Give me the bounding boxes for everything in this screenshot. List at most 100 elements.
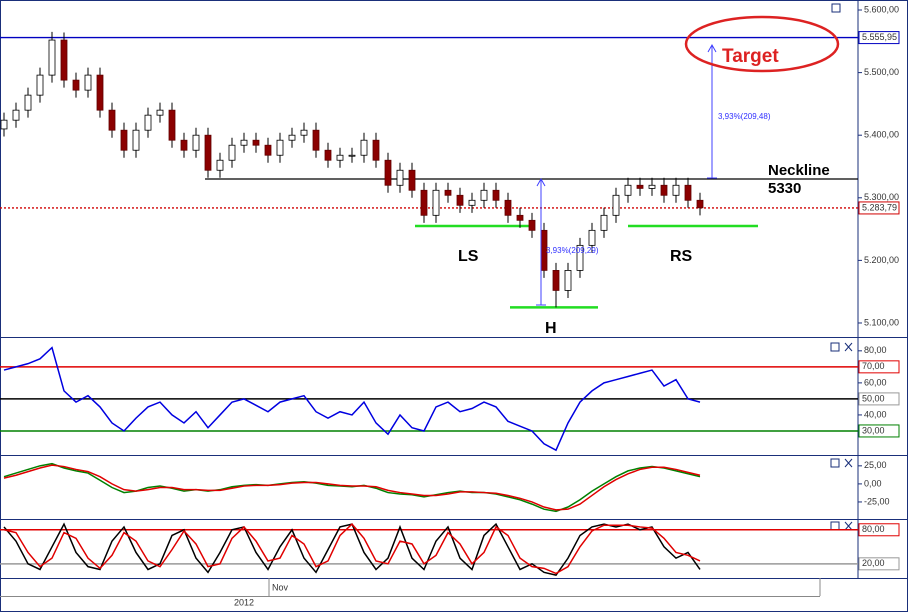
candle-body xyxy=(144,114,152,131)
annotation: RS xyxy=(670,248,693,265)
candle-body xyxy=(612,194,620,216)
candle-body xyxy=(132,129,140,151)
candle-body xyxy=(372,139,380,161)
candle-body xyxy=(120,129,128,151)
year-label: 2012 xyxy=(234,597,254,607)
candle-body xyxy=(264,144,272,156)
candle-body xyxy=(348,154,356,157)
level-label-box xyxy=(858,424,900,438)
candle-body xyxy=(228,144,236,161)
candle-body xyxy=(444,189,452,196)
candle-body xyxy=(180,139,188,151)
annotation: Target xyxy=(722,46,779,67)
candle-body xyxy=(552,270,560,291)
candle-body xyxy=(24,94,32,111)
candle-body xyxy=(648,184,656,189)
candle-body xyxy=(528,219,536,231)
candle-body xyxy=(336,154,344,161)
level-label: 70,00 xyxy=(862,361,885,371)
candle-body xyxy=(684,184,692,201)
indicator-line xyxy=(3,464,701,511)
candle-body xyxy=(516,214,524,221)
y-tick-label: 5.200,00 xyxy=(864,255,899,265)
candle-body xyxy=(0,119,8,130)
annotation: H xyxy=(545,320,557,337)
candle-body xyxy=(312,129,320,151)
candle-body xyxy=(324,149,332,161)
y-tick-label: 5.600,00 xyxy=(864,4,899,14)
candle-body xyxy=(108,109,116,131)
candle-body xyxy=(36,74,44,96)
candle-body xyxy=(672,184,680,196)
y-tick-label: 5.100,00 xyxy=(864,317,899,327)
level-label: 5.283,79 xyxy=(862,202,897,212)
candle-body xyxy=(72,79,80,91)
candle-body xyxy=(384,159,392,186)
candle-body xyxy=(660,184,668,196)
candle-body xyxy=(288,134,296,141)
y-tick-label: 0,00 xyxy=(864,478,882,488)
candle-body xyxy=(504,199,512,216)
level-label-box xyxy=(858,31,900,45)
annotation: 3,93%(209,48) xyxy=(718,112,771,121)
candle-body xyxy=(156,109,164,116)
level-label-box xyxy=(858,523,900,537)
candle-body xyxy=(300,129,308,136)
candle-body xyxy=(216,159,224,171)
candle-body xyxy=(408,169,416,191)
candle-body xyxy=(168,109,176,141)
y-tick-label: 5.400,00 xyxy=(864,130,899,140)
candle-body xyxy=(636,184,644,189)
candle-body xyxy=(360,139,368,156)
candle-body xyxy=(588,229,596,246)
y-tick-label: 40,00 xyxy=(864,409,887,419)
candle-body xyxy=(60,39,68,81)
candle-body xyxy=(48,39,56,76)
candle-body xyxy=(492,189,500,201)
candle-body xyxy=(276,139,284,156)
candle-body xyxy=(252,139,260,146)
annotation: 3,93%(209,29) xyxy=(546,246,599,255)
level-label: 5.555,95 xyxy=(862,32,897,42)
x-tick-label: Nov xyxy=(272,582,289,592)
y-tick-label: -25,00 xyxy=(864,496,890,506)
candle-body xyxy=(624,184,632,196)
annotation: Neckline xyxy=(768,162,830,179)
candle-body xyxy=(696,199,704,209)
candle-body xyxy=(420,189,428,216)
level-label-box xyxy=(858,557,900,571)
y-tick-label: 25,00 xyxy=(864,460,887,470)
level-label: 50,00 xyxy=(862,393,885,403)
y-tick-label: 80,00 xyxy=(864,345,887,355)
plot-area: 5.600,00 5.500,00 5.400,00 5.300,00 5.200,00… xyxy=(0,4,900,577)
indicator-line xyxy=(3,346,701,452)
candle-body xyxy=(240,139,248,146)
y-tick-label: 60,00 xyxy=(864,377,887,387)
candle-body xyxy=(480,189,488,201)
candle-body xyxy=(432,189,440,216)
target-ellipse xyxy=(684,15,840,73)
candle-body xyxy=(600,214,608,231)
level-label-box xyxy=(858,201,900,215)
candle-body xyxy=(192,134,200,151)
level-label-box xyxy=(858,392,900,406)
candle-body xyxy=(576,244,584,271)
candle-body xyxy=(456,194,464,206)
candle-body xyxy=(12,109,20,121)
level-label-box xyxy=(858,360,900,374)
measure-arrows xyxy=(536,43,717,306)
annotation: LS xyxy=(458,248,479,265)
candle-body xyxy=(96,74,104,111)
candle-body xyxy=(204,134,212,171)
candle-body xyxy=(468,199,476,206)
candle-body xyxy=(564,270,572,291)
indicator-line xyxy=(3,523,701,575)
panel-frames xyxy=(0,0,908,597)
y-tick-label: 5.500,00 xyxy=(864,67,899,77)
level-label: 20,00 xyxy=(862,558,885,568)
level-label: 30,00 xyxy=(862,425,885,435)
candle-body xyxy=(84,74,92,91)
level-label: 80,00 xyxy=(862,524,885,534)
